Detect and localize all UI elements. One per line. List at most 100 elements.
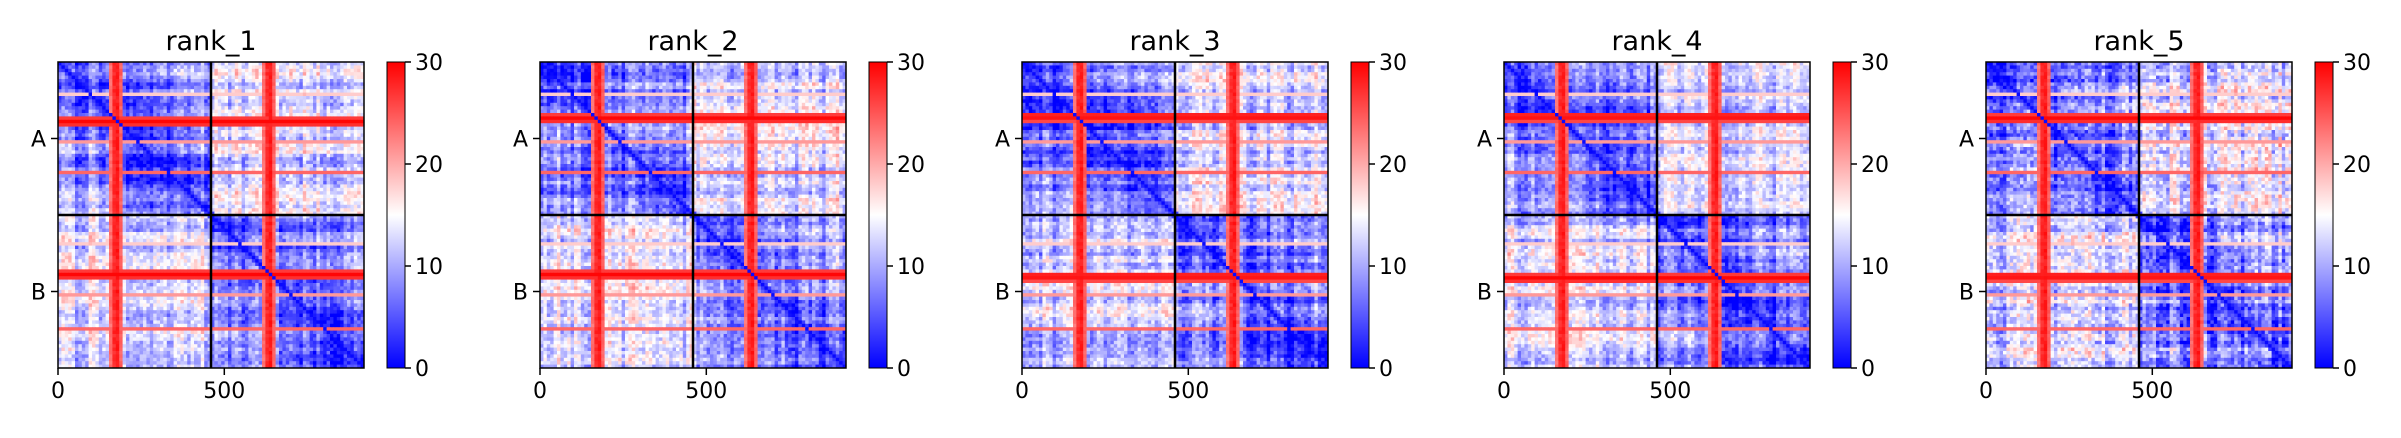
heatmap-cell <box>133 82 137 86</box>
heatmap-cell <box>303 82 307 86</box>
heatmap-cell <box>194 79 198 83</box>
heatmap-cell <box>330 69 334 73</box>
heatmap-cell <box>218 65 222 69</box>
heatmap-cell <box>293 79 297 83</box>
heatmap-cell <box>116 79 120 83</box>
heatmap-cell <box>354 65 358 69</box>
heatmap-cell <box>303 65 307 69</box>
heatmap-cell <box>191 65 195 69</box>
heatmap-cell <box>160 65 164 69</box>
heatmap-cell <box>231 86 235 90</box>
heatmap-cell <box>143 86 147 90</box>
heatmap-cell <box>180 72 184 76</box>
heatmap-cell <box>163 86 167 90</box>
heatmap-cell <box>293 86 297 90</box>
heatmap-cell <box>235 82 239 86</box>
heatmap-cell <box>146 86 150 90</box>
heatmap-cell <box>299 82 303 86</box>
heatmap-cell <box>204 86 208 90</box>
heatmap-cell <box>140 69 144 73</box>
heatmap-cell <box>293 65 297 69</box>
heatmap-cell <box>119 72 123 76</box>
heatmap-cell <box>177 76 181 80</box>
heatmap-cell <box>225 79 229 83</box>
heatmap-cell <box>350 76 354 80</box>
heatmap-cell <box>112 72 116 76</box>
heatmap-cell <box>140 86 144 90</box>
heatmap-cell <box>85 82 89 86</box>
heatmap-cell <box>112 79 116 83</box>
heatmap-cell <box>140 72 144 76</box>
heatmap-cell <box>82 69 86 73</box>
heatmap-cell <box>248 79 252 83</box>
heatmap-cell <box>129 86 133 90</box>
heatmap-cell <box>133 86 137 90</box>
heatmap-cell <box>282 86 286 90</box>
heatmap-cell <box>72 86 76 90</box>
heatmap-cell <box>119 69 123 73</box>
heatmap-cell <box>235 69 239 73</box>
heatmap-cell <box>255 65 259 69</box>
heatmap-cell <box>344 72 348 76</box>
heatmap-cell <box>143 65 147 69</box>
heatmap-cell <box>252 69 256 73</box>
heatmap-cell <box>310 86 314 90</box>
heatmap-cell <box>194 69 198 73</box>
heatmap-cell <box>327 72 331 76</box>
heatmap-cell <box>157 82 161 86</box>
heatmap-cell <box>95 86 99 90</box>
heatmap-cell <box>214 86 218 90</box>
heatmap-cell <box>262 79 266 83</box>
heatmap-cell <box>126 65 130 69</box>
heatmap-cell <box>289 65 293 69</box>
heatmap-cell <box>163 69 167 73</box>
heatmap-cell <box>327 65 331 69</box>
heatmap-cell <box>116 69 120 73</box>
heatmap-cell <box>354 82 358 86</box>
heatmap-cell <box>180 76 184 80</box>
heatmap-cell <box>259 79 263 83</box>
heatmap-cell <box>299 79 303 83</box>
heatmap-cell <box>177 86 181 90</box>
heatmap-cell <box>78 82 82 86</box>
panel-rank_1: rank_10 500AB0102030 <box>31 26 443 404</box>
heatmap-cell <box>102 79 106 83</box>
heatmap-cell <box>214 72 218 76</box>
heatmap-cell <box>92 86 96 90</box>
heatmap-cell <box>160 86 164 90</box>
heatmap-cell <box>279 76 283 80</box>
heatmap-cell <box>293 76 297 80</box>
heatmap-cell <box>102 69 106 73</box>
heatmap-cell <box>197 69 201 73</box>
heatmap-cell <box>136 79 140 83</box>
heatmap-cell <box>85 76 89 80</box>
heatmap-cell <box>357 72 361 76</box>
heatmap-cell <box>75 86 79 90</box>
heatmap-cell <box>72 72 76 76</box>
heatmap-cell <box>102 76 106 80</box>
heatmap-cell <box>323 65 327 69</box>
heatmap-cell <box>68 86 72 90</box>
heatmap-cell <box>218 79 222 83</box>
heatmap-cell <box>282 69 286 73</box>
heatmap-cell <box>163 79 167 83</box>
heatmap-cell <box>68 76 72 80</box>
heatmap-cell <box>262 82 266 86</box>
heatmap-cell <box>282 79 286 83</box>
heatmap-cell <box>340 76 344 80</box>
heatmap-cell <box>170 86 174 90</box>
heatmap-cell <box>303 79 307 83</box>
heatmap-cell <box>269 76 273 80</box>
heatmap-cell <box>231 69 235 73</box>
heatmap-cell <box>99 65 103 69</box>
heatmap-cell <box>82 65 86 69</box>
heatmap-cell <box>344 69 348 73</box>
heatmap-cell <box>347 79 351 83</box>
heatmap-cell <box>167 82 171 86</box>
heatmap-cell <box>327 76 331 80</box>
heatmap-cell <box>272 69 276 73</box>
heatmap-cell <box>99 72 103 76</box>
heatmap-cell <box>201 72 205 76</box>
heatmap-cell <box>255 69 259 73</box>
heatmap-cell <box>357 76 361 80</box>
